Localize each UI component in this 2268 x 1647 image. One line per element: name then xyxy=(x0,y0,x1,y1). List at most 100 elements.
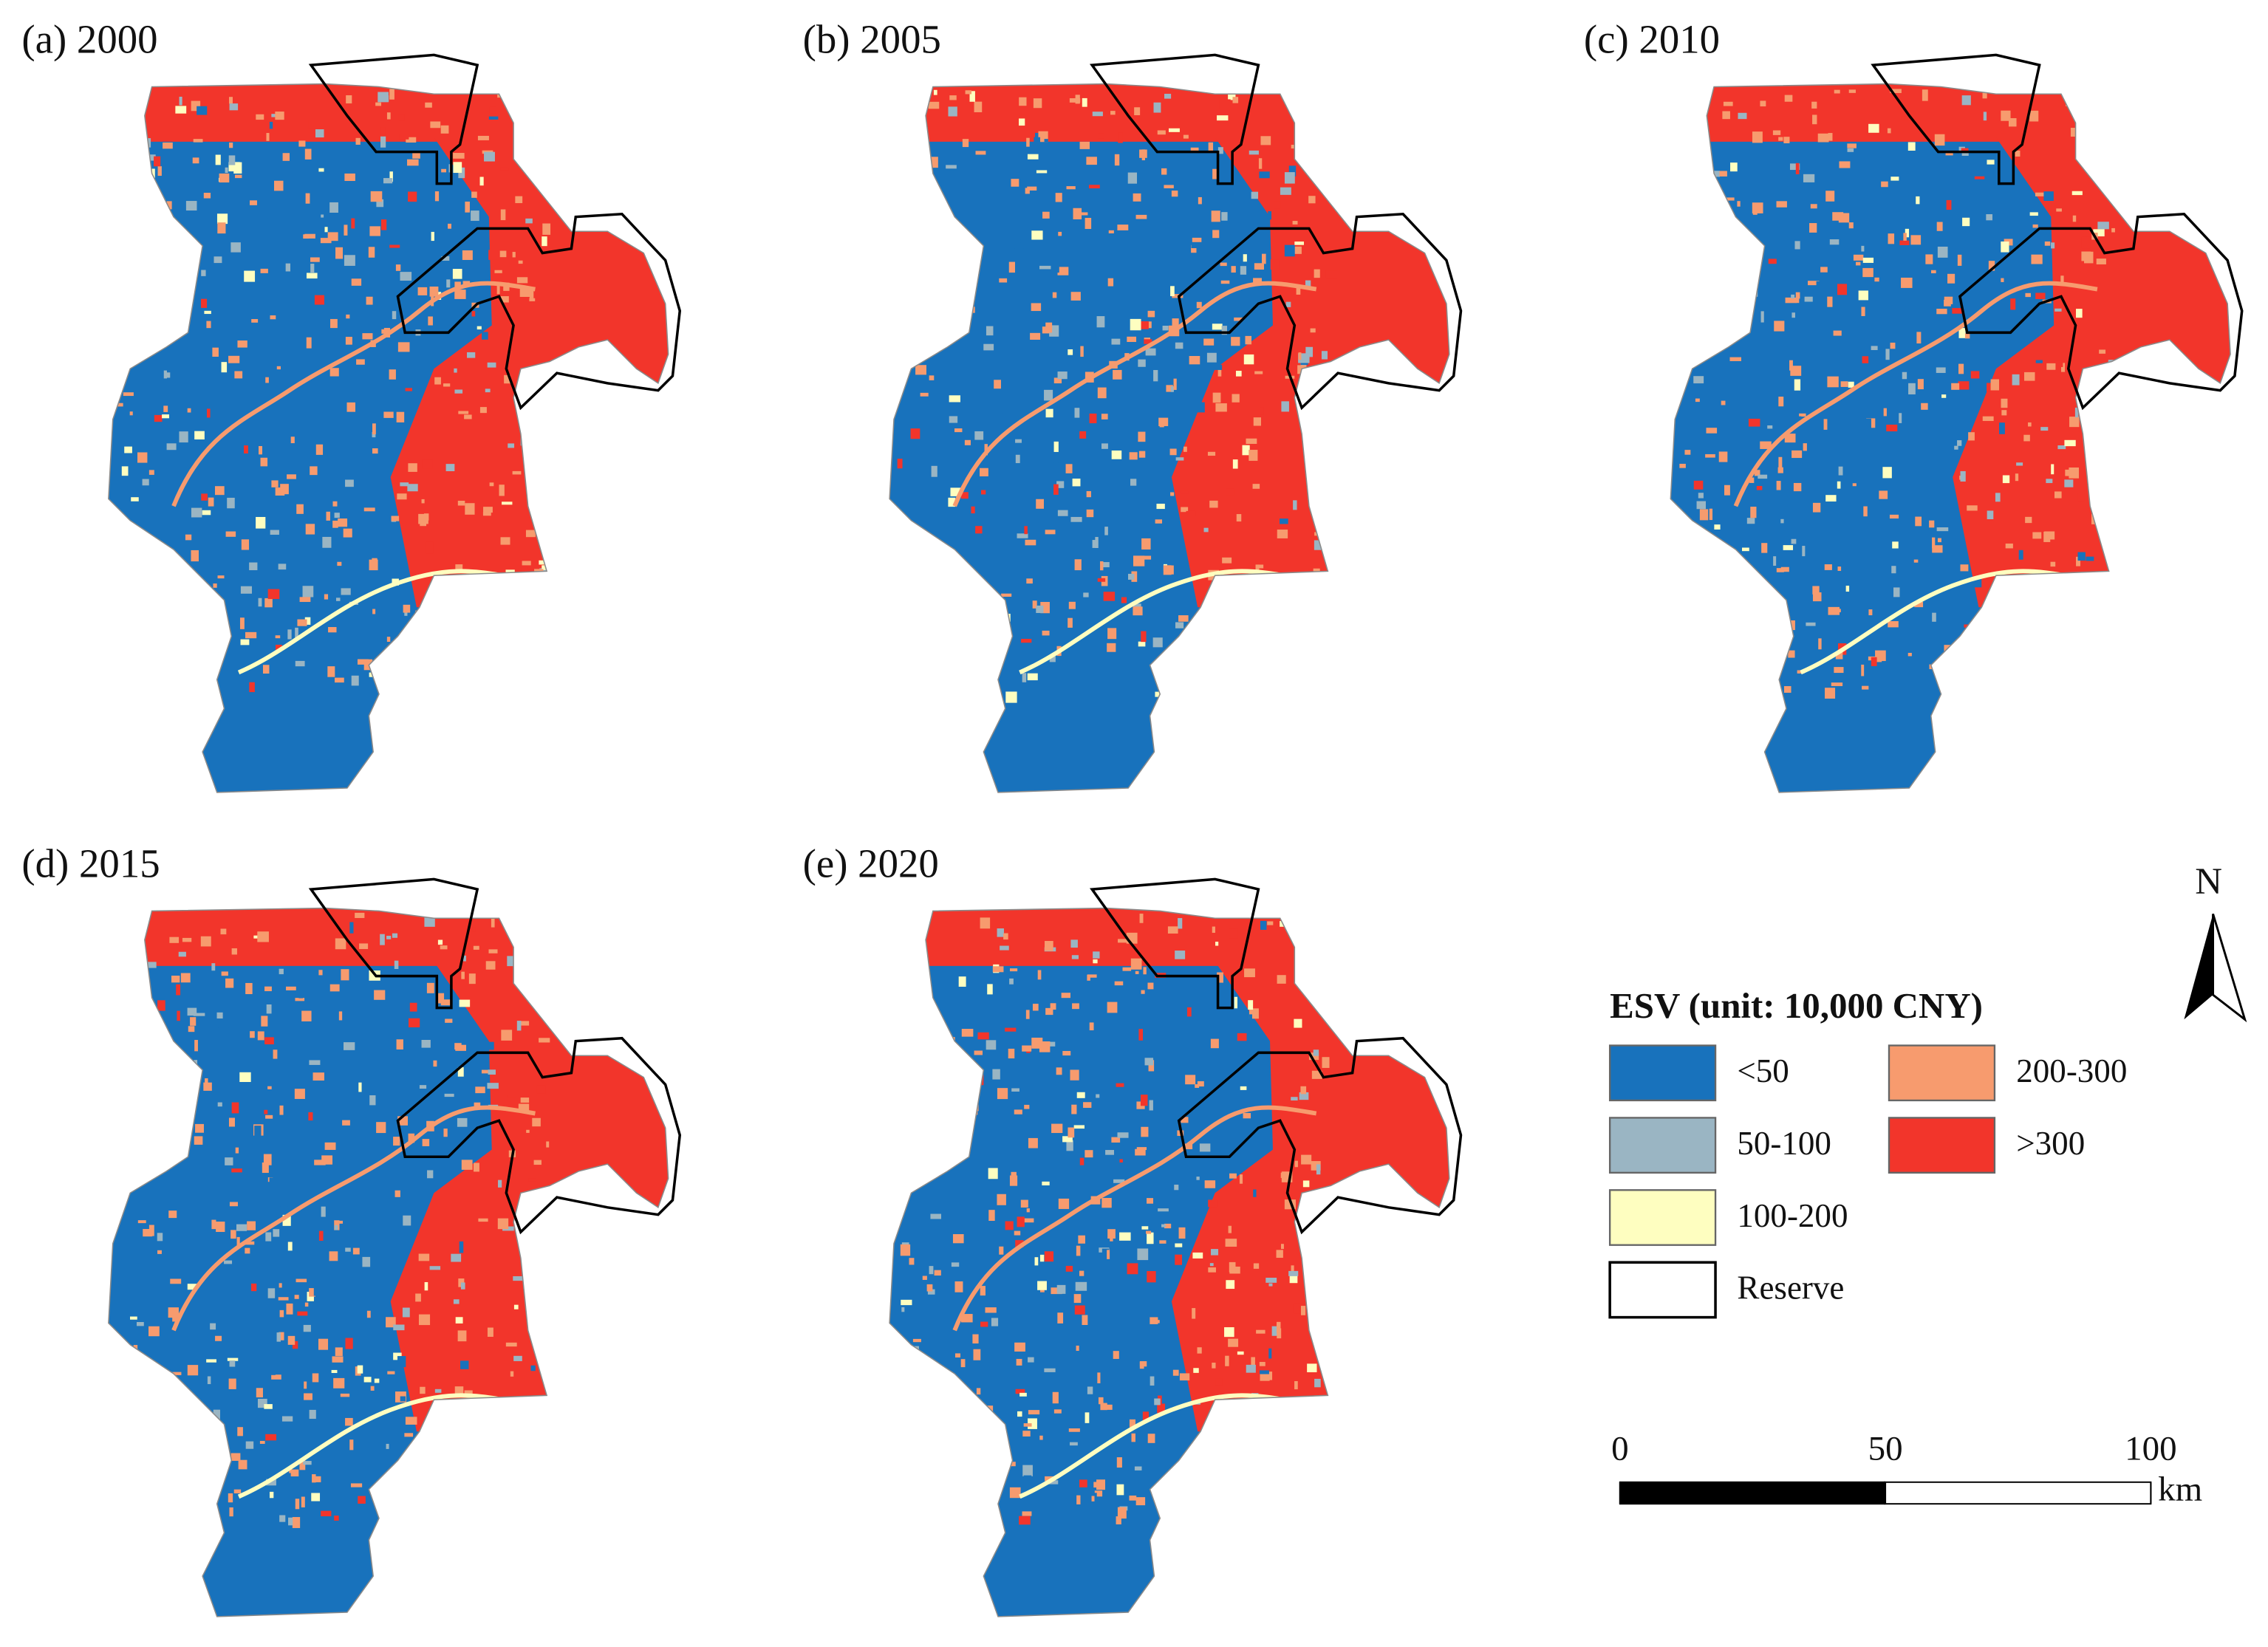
map-cell xyxy=(1108,230,1114,233)
map-cell xyxy=(2002,599,2013,605)
map-cell xyxy=(329,202,338,213)
map-cell xyxy=(229,1360,236,1367)
map-cell xyxy=(474,615,482,624)
map-cell xyxy=(2110,388,2121,398)
map-cell xyxy=(477,326,482,330)
map-cell xyxy=(247,1221,256,1230)
map-cell xyxy=(372,448,378,454)
map-cell xyxy=(152,640,157,648)
map-cell xyxy=(1100,561,1104,571)
map-cell xyxy=(142,479,149,486)
map-cell xyxy=(988,1210,995,1221)
map-cell xyxy=(1181,490,1189,494)
map-cell xyxy=(201,493,208,501)
map-cell xyxy=(1856,261,1861,266)
map-cell xyxy=(143,1229,153,1237)
map-cell xyxy=(2104,524,2112,528)
map-cell xyxy=(397,652,406,662)
map-cell xyxy=(1175,951,1186,959)
map-cell xyxy=(1799,413,1806,417)
map-cell xyxy=(286,1303,293,1315)
map-cell xyxy=(1982,90,1987,99)
map-cell xyxy=(1836,609,1841,613)
map-cell xyxy=(149,1502,156,1514)
map-cell xyxy=(1080,346,1084,357)
map-cell xyxy=(185,201,197,211)
map-cell xyxy=(426,982,434,993)
map-cell xyxy=(1766,298,1773,307)
map-cell xyxy=(1693,671,1705,679)
map-cell xyxy=(2025,292,2031,298)
map-cell xyxy=(1313,1050,1319,1056)
map-cell xyxy=(431,657,440,663)
map-cell xyxy=(1832,212,1844,221)
map-cell xyxy=(488,250,499,260)
map-cell xyxy=(2093,229,2105,237)
map-cell xyxy=(1890,89,1902,94)
map-cell xyxy=(1143,967,1147,975)
map-cell xyxy=(403,604,411,613)
map-cell xyxy=(997,1088,1008,1100)
legend-swatch xyxy=(1888,1044,1996,1102)
map-cell xyxy=(1987,383,1992,392)
map-cell xyxy=(1847,143,1857,148)
map-cell xyxy=(929,560,936,566)
map-cell xyxy=(2046,479,2053,484)
map-cell xyxy=(1966,672,1977,677)
map-cell xyxy=(1986,214,1992,221)
map-cell xyxy=(393,1324,405,1331)
map-cell xyxy=(1116,1083,1124,1087)
map-cell xyxy=(522,561,531,566)
map-cell xyxy=(1181,1508,1187,1518)
map-cell xyxy=(911,622,923,631)
map-cell xyxy=(1185,1075,1196,1085)
map-cell xyxy=(236,1236,240,1247)
map-cell xyxy=(1276,1321,1281,1333)
map-cell xyxy=(1313,145,1317,151)
map-cell xyxy=(127,1483,134,1494)
map-cell xyxy=(1175,655,1185,662)
map-cell xyxy=(408,191,417,202)
map-cell xyxy=(1905,228,1910,238)
map-cell xyxy=(397,1444,406,1448)
map-cell xyxy=(1738,112,1747,120)
map-cell xyxy=(1246,1364,1256,1373)
map-cell xyxy=(346,95,352,104)
map-cell xyxy=(130,1316,137,1320)
river xyxy=(1800,569,2083,675)
map-cell xyxy=(1145,348,1156,356)
map-cell xyxy=(321,1155,333,1165)
map-cell xyxy=(489,1450,497,1458)
map-cell xyxy=(929,255,941,258)
map-cell xyxy=(2072,215,2077,222)
map-cell xyxy=(265,1114,273,1119)
map-cell xyxy=(1280,187,1291,195)
map-cell xyxy=(488,116,499,120)
map-cell xyxy=(219,173,230,183)
map-cell xyxy=(1712,579,1719,583)
map-cell xyxy=(1868,123,1879,133)
map-cell xyxy=(1053,462,1059,474)
map-cell xyxy=(296,504,304,514)
map-cell xyxy=(1178,615,1189,622)
map-cell xyxy=(377,673,385,677)
map-cell xyxy=(400,1396,406,1402)
map-cell xyxy=(1113,1179,1125,1183)
map-cell xyxy=(961,1029,974,1037)
map-cell xyxy=(1970,371,1980,379)
map-cell xyxy=(1721,400,1726,405)
map-cell xyxy=(1195,662,1201,671)
map-cell xyxy=(190,631,202,642)
map-cell xyxy=(2074,407,2079,418)
map-cell xyxy=(1265,1278,1277,1283)
map-cell xyxy=(500,209,506,221)
map-cell xyxy=(185,534,192,541)
map-cell xyxy=(1837,566,1842,571)
map-cell xyxy=(220,928,227,935)
map-cell xyxy=(359,943,369,949)
map-cell xyxy=(1314,1378,1321,1388)
map-cell xyxy=(1309,138,1320,148)
map-cell xyxy=(906,156,911,160)
map-cell xyxy=(1147,982,1154,990)
map-cell xyxy=(438,1425,443,1435)
